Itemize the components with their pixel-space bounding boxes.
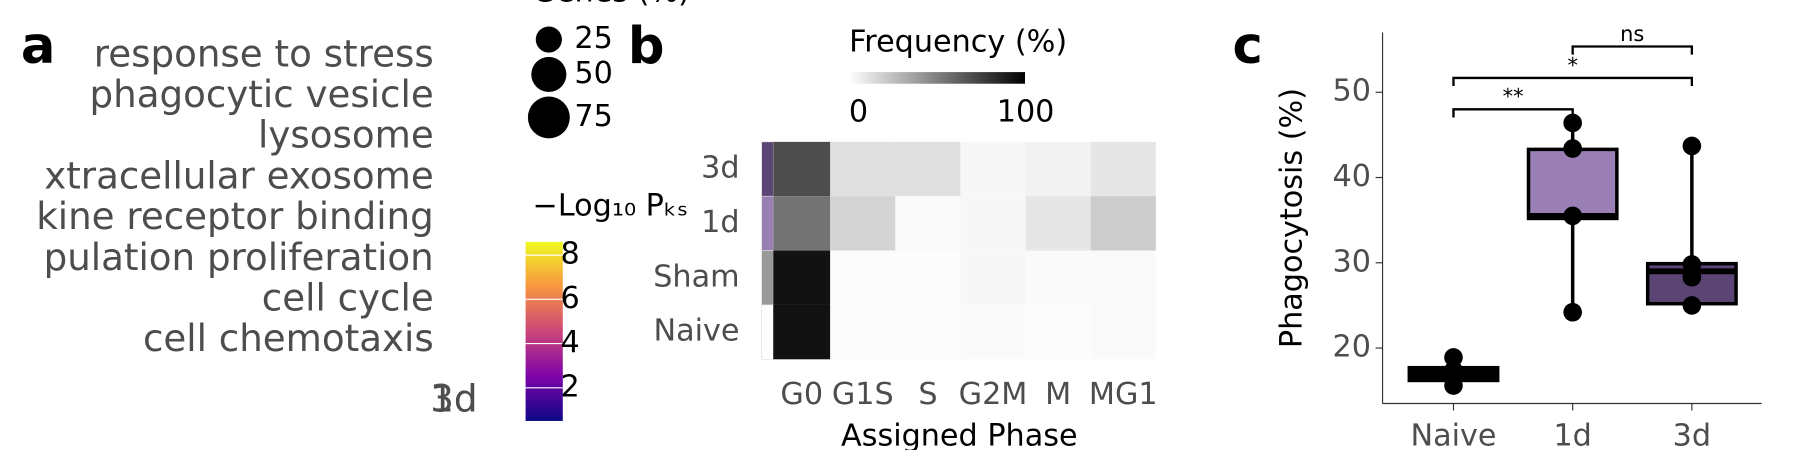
x-tick-label: G1S [832,377,894,412]
size-label: 50 [574,56,612,91]
term-label: kine receptor binding [36,194,433,238]
point [1682,296,1702,315]
colorbar-label: 0 [849,94,868,129]
y-tick-label: Sham [653,259,739,294]
colorbar [525,241,563,421]
size-label: 75 [574,99,612,134]
heatmap-cell [830,141,896,197]
size-key [535,26,562,53]
point [1444,360,1463,380]
term-label: cell chemotaxis [143,316,434,360]
colorbar-label: 100 [997,94,1055,129]
legend-title: Genes (%) [533,0,690,10]
significance-bracket [1452,108,1574,118]
heatmap-cell [1025,141,1091,197]
heatmap-cell [895,196,961,251]
heatmap-cell [960,141,1026,197]
heatmap-cell [1090,304,1156,360]
significance-label: ns [1620,22,1644,46]
y-tick-label: Naive [654,314,740,349]
colorbar-label: 8 [560,237,579,272]
significance-label: ** [1503,85,1524,109]
row-annotation [761,141,774,197]
point [1563,302,1582,322]
heatmap-cell [773,196,831,251]
heatmap-cell [895,250,961,305]
point [1563,139,1582,158]
y-tick-label: 20 [1332,330,1370,365]
y-axis-title: Phagocytosis (%) [1275,88,1310,348]
x-tick-label: 3d [1673,419,1711,450]
heatmap-cell [1090,141,1156,197]
heatmap-cell [895,304,961,360]
size-key [527,96,570,139]
legend-title: Frequency (%) [849,25,1067,60]
point [1682,136,1702,156]
point [1563,113,1582,133]
significance-bracket [1571,45,1694,55]
point [1444,376,1463,395]
heatmap-cell [773,250,831,305]
point [1444,348,1463,367]
row-annotation [761,195,774,251]
colorbar-label: 4 [560,325,579,360]
x-tick-label: 1d [430,377,477,421]
panel-label: c [1233,17,1263,76]
row-annotation [761,304,774,360]
y-tick-label: 50 [1332,74,1370,109]
x-tick-label: Naive [1410,419,1496,450]
x-tick-label: 3d [430,377,477,421]
significance-label: * [1567,53,1577,77]
point [1682,255,1702,274]
term-label: cell cycle [262,276,434,320]
x-tick-label: S [918,377,937,412]
heatmap-cell [960,304,1026,360]
x-tick-label: MG1 [1089,377,1158,412]
x-tick-label: G2M [959,377,1028,412]
heatmap-cell [830,250,896,305]
x-axis-title: Assigned Phase [841,419,1078,450]
colorbar [848,72,1026,84]
term-label: pulation proliferation [44,235,434,279]
heatmap-cell [773,304,831,360]
heatmap-cell [773,141,831,197]
x-tick-label: G0 [780,377,823,412]
heatmap-cell [1090,250,1156,305]
heatmap-cell [1090,196,1156,251]
term-label: response to stress [94,31,434,75]
point [1682,267,1702,287]
colorbar-label: 6 [560,281,579,316]
x-tick-label: M [1045,377,1071,412]
heatmap-cell [1025,250,1091,305]
term-label: phagocytic vesicle [90,72,434,116]
heatmap-cell [1025,196,1091,251]
heatmap-cell [830,196,896,251]
y-tick-label: 3d [701,151,739,186]
size-label: 25 [574,21,612,56]
heatmap-cell [960,250,1026,305]
heatmap-cell [895,141,961,197]
heatmap-cell [830,304,896,360]
point [1563,206,1582,226]
y-tick-label: 40 [1332,159,1370,194]
row-annotation [761,250,774,306]
panel-label: a [21,17,56,76]
legend-title: −Log₁₀ Pₖₛ [533,188,689,223]
panel-label: b [628,17,665,76]
heatmap-cell [960,196,1026,251]
term-label: lysosome [258,113,434,157]
y-tick-label: 30 [1332,244,1370,279]
size-key [531,56,567,92]
term-label: xtracellular exosome [44,153,434,197]
y-tick-label: 1d [701,205,739,240]
heatmap-cell [1025,304,1091,360]
x-tick-label: 1d [1553,419,1591,450]
colorbar-label: 2 [560,369,579,404]
significance-bracket [1452,76,1694,87]
